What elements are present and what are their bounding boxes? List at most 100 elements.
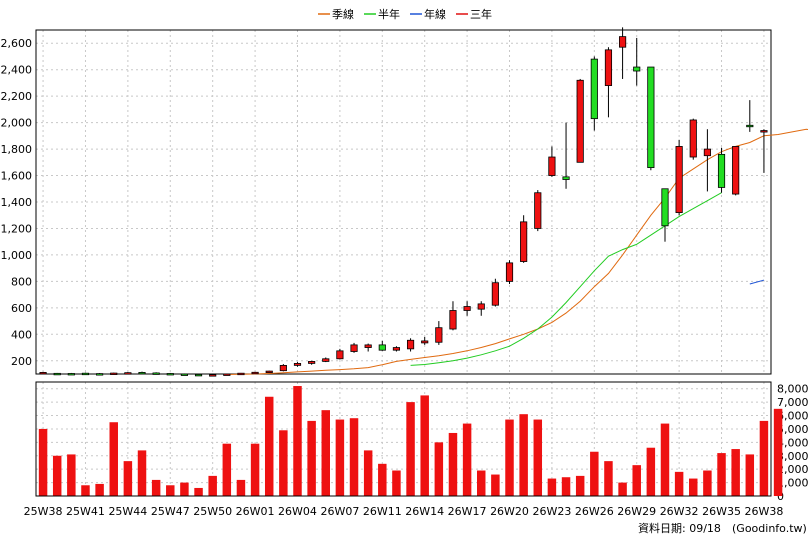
candle-body (96, 373, 104, 376)
candle-body (548, 156, 556, 176)
volume-bar (208, 475, 217, 496)
candle-body (463, 306, 471, 311)
candle (534, 190, 542, 232)
volume-bar (759, 420, 769, 496)
candle-body (350, 344, 358, 352)
candle-body (124, 372, 132, 375)
price-tick-label: 400 (11, 328, 32, 341)
candle-body (633, 66, 641, 72)
price-tick-label: 1,800 (1, 143, 33, 156)
candle-body (39, 372, 47, 375)
candle (732, 146, 740, 196)
candle (336, 348, 344, 360)
x-tick-label: 25W38 (24, 505, 63, 518)
candle (505, 260, 514, 285)
volume-bar (236, 479, 246, 496)
candle (81, 372, 90, 376)
ma-line-2 (749, 279, 765, 285)
x-tick-label: 25W47 (151, 505, 190, 518)
price-tick-label: 2,000 (1, 117, 33, 130)
legend-label-1: 半年 (378, 7, 400, 21)
x-tick-label: 26W07 (320, 505, 359, 518)
legend-label-2: 年線 (424, 7, 446, 21)
candle (53, 372, 61, 376)
candle (322, 357, 330, 363)
candle-body (421, 340, 429, 344)
candle (633, 37, 641, 86)
candle-body (647, 66, 655, 168)
candle (562, 122, 570, 189)
x-tick-label: 26W17 (448, 505, 487, 518)
volume-bar (363, 450, 373, 496)
candle-body (675, 146, 683, 213)
volume-tick-label: 2,000 (777, 463, 808, 476)
volume-bar (81, 485, 90, 496)
x-tick-label: 26W01 (236, 505, 275, 518)
candle-body (505, 262, 514, 282)
candle (604, 47, 613, 118)
x-tick-label: 26W32 (660, 505, 699, 518)
volume-bar (745, 454, 755, 496)
candle-body (534, 192, 542, 229)
legend: 季線 半年 年線 三年 (318, 7, 492, 21)
volume-bar (674, 471, 684, 496)
price-panel: 200 400 600 800 1,000 1,200 1,400 1,600 1,800 2,0… (1, 27, 808, 377)
candle (477, 301, 485, 316)
volume-bar (717, 453, 726, 496)
volume-bar (222, 443, 232, 496)
volume-bar (406, 402, 415, 496)
candle (689, 118, 697, 160)
candle (760, 129, 768, 173)
candle-body (491, 282, 499, 306)
price-tick-label: 600 (11, 302, 32, 315)
candle (392, 346, 401, 352)
volume-bar (109, 422, 118, 496)
volume-bar (632, 465, 641, 496)
candle (449, 301, 457, 331)
volume-bar (420, 395, 429, 496)
candle-body (322, 358, 330, 362)
volume-bar (434, 442, 444, 496)
price-tick-label: 200 (11, 355, 32, 368)
price-tick-label: 2,400 (1, 64, 33, 77)
volume-bar (519, 414, 528, 496)
volume-bar (52, 455, 62, 496)
volume-bar (349, 418, 359, 496)
candle-body (364, 344, 372, 348)
volume-bar (151, 479, 161, 496)
volume-bar (293, 386, 302, 496)
candle (194, 373, 203, 377)
x-tick-label: 26W26 (575, 505, 614, 518)
volume-bar (38, 428, 48, 496)
x-tick-label: 25W44 (108, 505, 147, 518)
legend-label-3: 三年 (470, 7, 492, 21)
candle-body (477, 303, 485, 310)
candle (590, 56, 598, 131)
candle (661, 188, 669, 242)
volume-bar (250, 443, 260, 496)
candle (703, 129, 711, 192)
volume-bar (773, 408, 783, 496)
candle-body (406, 339, 415, 350)
candle (675, 139, 683, 216)
price-frame (35, 29, 772, 375)
volume-tick-label: 6,000 (777, 410, 808, 423)
volume-tick-label: 7,000 (777, 396, 808, 409)
candle-body (279, 364, 287, 372)
candle (96, 373, 104, 376)
x-tick-label: 26W14 (405, 505, 444, 518)
candle-body (138, 372, 146, 375)
x-tick-label: 26W20 (490, 505, 529, 518)
volume-tick-label: 1,000 (777, 477, 808, 490)
x-tick-label: 26W04 (278, 505, 317, 518)
candle-body (194, 373, 203, 377)
volume-panel: 01,0002,0003,0004,0005,0006,0007,0008,00… (35, 381, 808, 503)
volume-bar (505, 419, 514, 496)
x-axis: 25W38 25W41 25W44 25W47 25W50 26W01 26W04 26W07… (24, 505, 784, 518)
candle (110, 372, 118, 375)
candle (746, 100, 754, 132)
candle-body (110, 372, 118, 375)
candle-body (392, 347, 401, 351)
price-tick-label: 1,400 (1, 196, 33, 209)
